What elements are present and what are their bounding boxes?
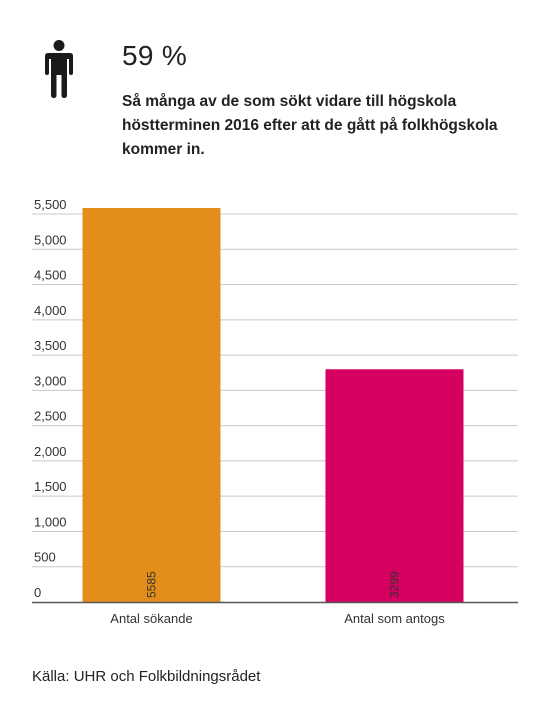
y-tick-label: 500: [34, 550, 56, 565]
y-tick-label: 3,000: [34, 373, 67, 388]
data-label: 3299: [388, 571, 402, 598]
y-tick-label: 5,000: [34, 232, 67, 247]
y-tick-label: 3,500: [34, 338, 67, 353]
y-tick-label: 0: [34, 585, 41, 600]
y-tick-label: 4,500: [34, 268, 67, 283]
y-tick-label: 5,500: [34, 197, 67, 212]
y-tick-label: 4,000: [34, 303, 67, 318]
bar-chart: 0 500 1,000 1,500 2,000 2,500 3,000 3,500 4,000 4…: [32, 197, 518, 626]
x-category-label: Antal som antogs: [344, 611, 445, 626]
person-icon: [45, 40, 73, 98]
y-tick-label: 1,000: [34, 514, 67, 529]
y-tick-label: 1,500: [34, 479, 67, 494]
source-note: Källa: UHR och Folkbildningsrådet: [32, 668, 261, 685]
stat-description: Så många av de som sökt vidare till högs…: [122, 93, 498, 158]
x-category-label: Antal sökande: [110, 611, 192, 626]
data-label: 5585: [145, 571, 159, 598]
y-tick-label: 2,500: [34, 409, 67, 424]
bar: [325, 369, 464, 602]
bar: [82, 208, 221, 602]
y-tick-label: 2,000: [34, 444, 67, 459]
stat-value: 59 %: [122, 40, 188, 71]
